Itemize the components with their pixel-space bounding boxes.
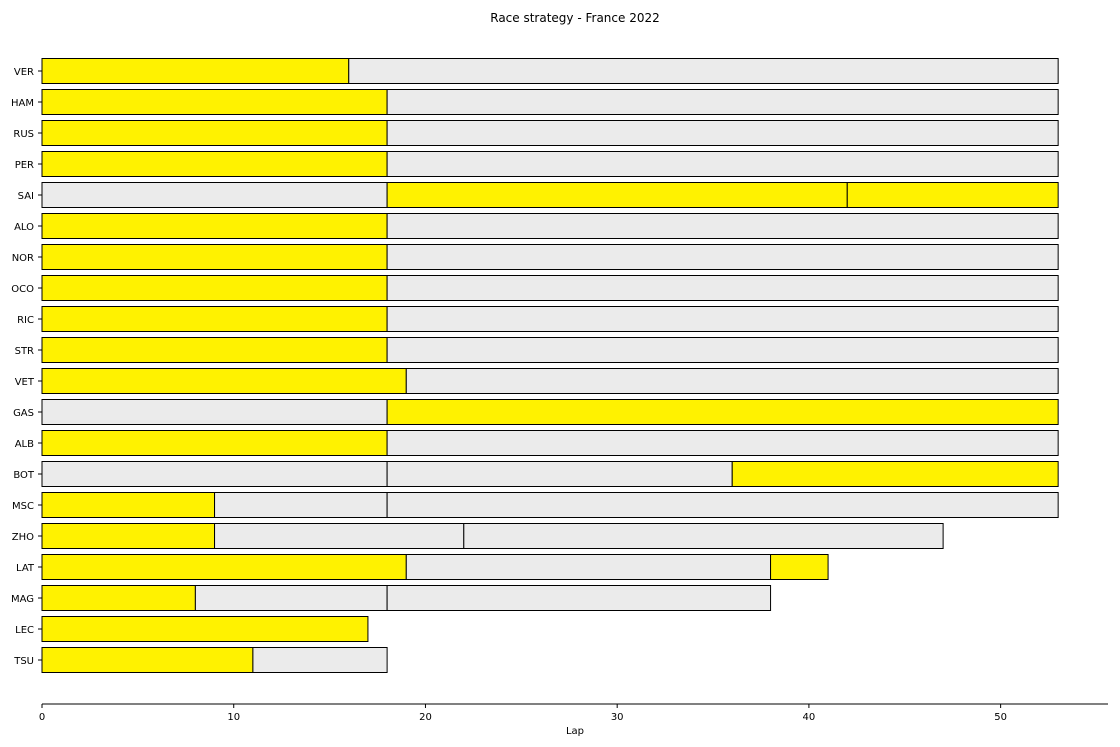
x-tick-label-40: 40 — [803, 712, 816, 723]
y-tick-label-msc: MSC — [12, 501, 34, 512]
y-tick-label-tsu: TSU — [13, 656, 34, 667]
stint-bar-oco-2 — [386, 275, 1059, 301]
y-tick-label-per: PER — [15, 160, 34, 171]
x-tick-label-50: 50 — [994, 712, 1007, 723]
stint-bar-sai-2 — [386, 182, 848, 208]
stint-bar-ver-1 — [41, 58, 350, 84]
stint-bar-bot-3 — [731, 461, 1059, 487]
bars-layer — [41, 58, 1059, 673]
stint-bar-zho-1 — [41, 523, 216, 549]
stint-bar-gas-1 — [41, 399, 388, 425]
stint-bar-mag-2 — [194, 585, 388, 611]
stint-bar-lat-1 — [41, 554, 407, 580]
stint-bar-tsu-1 — [41, 647, 254, 673]
stint-bar-msc-1 — [41, 492, 216, 518]
stint-bar-bot-1 — [41, 461, 388, 487]
y-tick-label-vet: VET — [15, 377, 35, 388]
y-tick-label-ver: VER — [14, 67, 34, 78]
stint-bar-tsu-2 — [252, 647, 388, 673]
stint-bar-rus-1 — [41, 120, 388, 146]
y-tick-label-mag: MAG — [11, 594, 34, 605]
stint-bar-zho-3 — [463, 523, 944, 549]
stint-bar-ric-1 — [41, 306, 388, 332]
stint-bar-per-2 — [386, 151, 1059, 177]
stint-bar-ver-2 — [348, 58, 1059, 84]
y-tick-label-oco: OCO — [11, 284, 34, 295]
stint-bar-ham-1 — [41, 89, 388, 115]
y-tick-label-str: STR — [15, 346, 34, 357]
stint-bar-alo-1 — [41, 213, 388, 239]
stint-bar-mag-3 — [386, 585, 772, 611]
y-tick-label-alb: ALB — [15, 439, 34, 450]
y-tick-label-gas: GAS — [13, 408, 34, 419]
stint-bar-ham-2 — [386, 89, 1059, 115]
stint-bar-vet-1 — [41, 368, 407, 394]
stint-bar-nor-2 — [386, 244, 1059, 270]
y-tick-label-bot: BOT — [13, 470, 35, 481]
x-axis-label: Lap — [566, 726, 584, 737]
y-tick-label-lec: LEC — [15, 625, 34, 636]
y-axis: VER HAM RUS PER SAI ALO NOR OCO RIC STR VET GAS ALB B… — [11, 67, 42, 667]
stint-bar-bot-2 — [386, 461, 733, 487]
stint-bar-rus-2 — [386, 120, 1059, 146]
stint-bar-zho-2 — [214, 523, 465, 549]
stint-bar-msc-2 — [214, 492, 388, 518]
stint-bar-str-1 — [41, 337, 388, 363]
y-tick-label-nor: NOR — [12, 253, 34, 264]
y-tick-label-lat: LAT — [16, 563, 35, 574]
stint-bar-oco-1 — [41, 275, 388, 301]
chart-title: Race strategy - France 2022 — [490, 11, 660, 25]
stint-bar-lat-3 — [770, 554, 829, 580]
stint-bar-alb-2 — [386, 430, 1059, 456]
stint-bar-sai-3 — [846, 182, 1059, 208]
x-tick-label-10: 10 — [227, 712, 240, 723]
x-tick-label-20: 20 — [419, 712, 432, 723]
y-tick-label-ham: HAM — [11, 98, 34, 109]
stint-bar-per-1 — [41, 151, 388, 177]
stint-bar-gas-2 — [386, 399, 1059, 425]
stint-bar-ric-2 — [386, 306, 1059, 332]
x-axis: 0 10 20 30 40 50 — [39, 703, 1108, 723]
stint-bar-lec-1 — [41, 616, 369, 642]
y-tick-label-alo: ALO — [14, 222, 34, 233]
stint-bar-alo-2 — [386, 213, 1059, 239]
stint-bar-sai-1 — [41, 182, 388, 208]
x-tick-label-30: 30 — [611, 712, 624, 723]
x-tick-label-0: 0 — [39, 712, 45, 723]
stint-bar-nor-1 — [41, 244, 388, 270]
stint-bar-lat-2 — [405, 554, 772, 580]
y-tick-label-zho: ZHO — [12, 532, 34, 543]
stint-bar-mag-1 — [41, 585, 196, 611]
y-tick-label-rus: RUS — [13, 129, 34, 140]
stint-bar-str-2 — [386, 337, 1059, 363]
stint-bar-alb-1 — [41, 430, 388, 456]
y-tick-label-ric: RIC — [17, 315, 34, 326]
y-tick-label-sai: SAI — [18, 191, 34, 202]
stint-bar-msc-3 — [386, 492, 1059, 518]
stint-bar-vet-2 — [405, 368, 1059, 394]
